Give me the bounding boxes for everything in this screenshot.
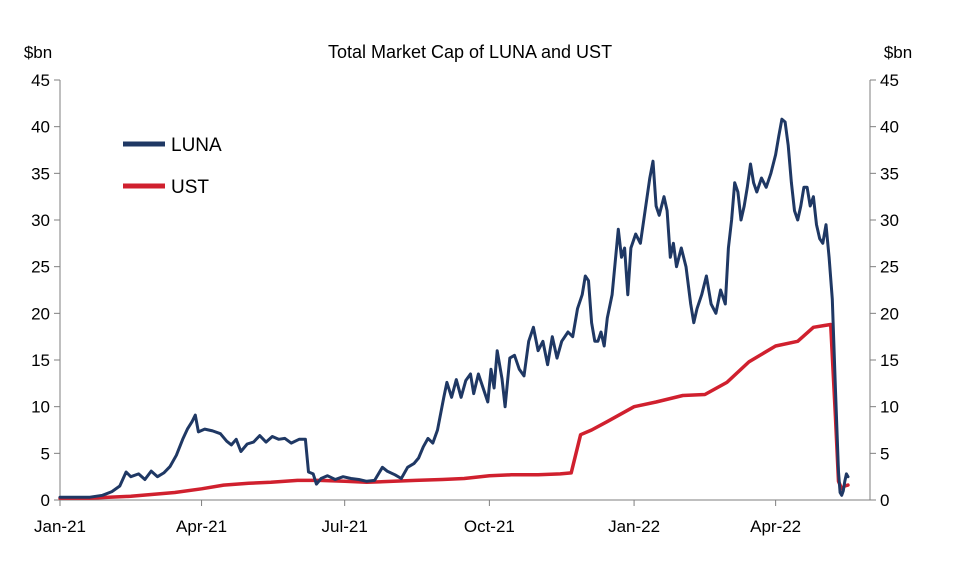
chart-title: Total Market Cap of LUNA and UST [328,42,612,62]
x-tick-label: Jan-21 [34,517,86,536]
y-tick-label-left: 35 [31,164,50,183]
legend-label-ust: UST [171,177,209,198]
y-tick-label-right: 45 [880,71,899,90]
x-tick-label: Jan-22 [608,517,660,536]
y-tick-label-right: 10 [880,398,899,417]
y-tick-label-right: 5 [880,444,889,463]
y-tick-label-right: 30 [880,211,899,230]
y-tick-label-right: 40 [880,118,899,137]
y-tick-label-right: 25 [880,258,899,277]
y-tick-label-left: 30 [31,211,50,230]
series-line-ust [58,322,850,500]
y-tick-label-left: 15 [31,351,50,370]
x-tick-label: Apr-21 [176,517,227,536]
y-tick-label-right: 15 [880,351,899,370]
y-tick-label-left: 5 [41,444,50,463]
y-unit-right: $bn [884,43,912,62]
x-tick-label: Apr-22 [750,517,801,536]
legend-label-luna: LUNA [171,135,222,156]
axes: 0 0 5 5 10 10 15 15 20 20 25 25 30 30 35 35 40 40 45 45 Jan-… [31,71,899,536]
y-tick-label-right: 20 [880,304,899,323]
y-tick-label-right: 0 [880,491,889,510]
y-tick-label-left: 25 [31,258,50,277]
y-tick-label-left: 45 [31,71,50,90]
y-tick-label-right: 35 [880,164,899,183]
y-tick-label-left: 40 [31,118,50,137]
series-line-luna [58,117,850,499]
legend: LUNA UST [123,135,222,198]
y-tick-label-left: 10 [31,398,50,417]
y-unit-left: $bn [24,43,52,62]
y-tick-label-left: 0 [41,491,50,510]
series-layer [58,117,850,500]
x-tick-label: Jul-21 [322,517,368,536]
y-tick-label-left: 20 [31,304,50,323]
x-tick-label: Oct-21 [464,517,515,536]
